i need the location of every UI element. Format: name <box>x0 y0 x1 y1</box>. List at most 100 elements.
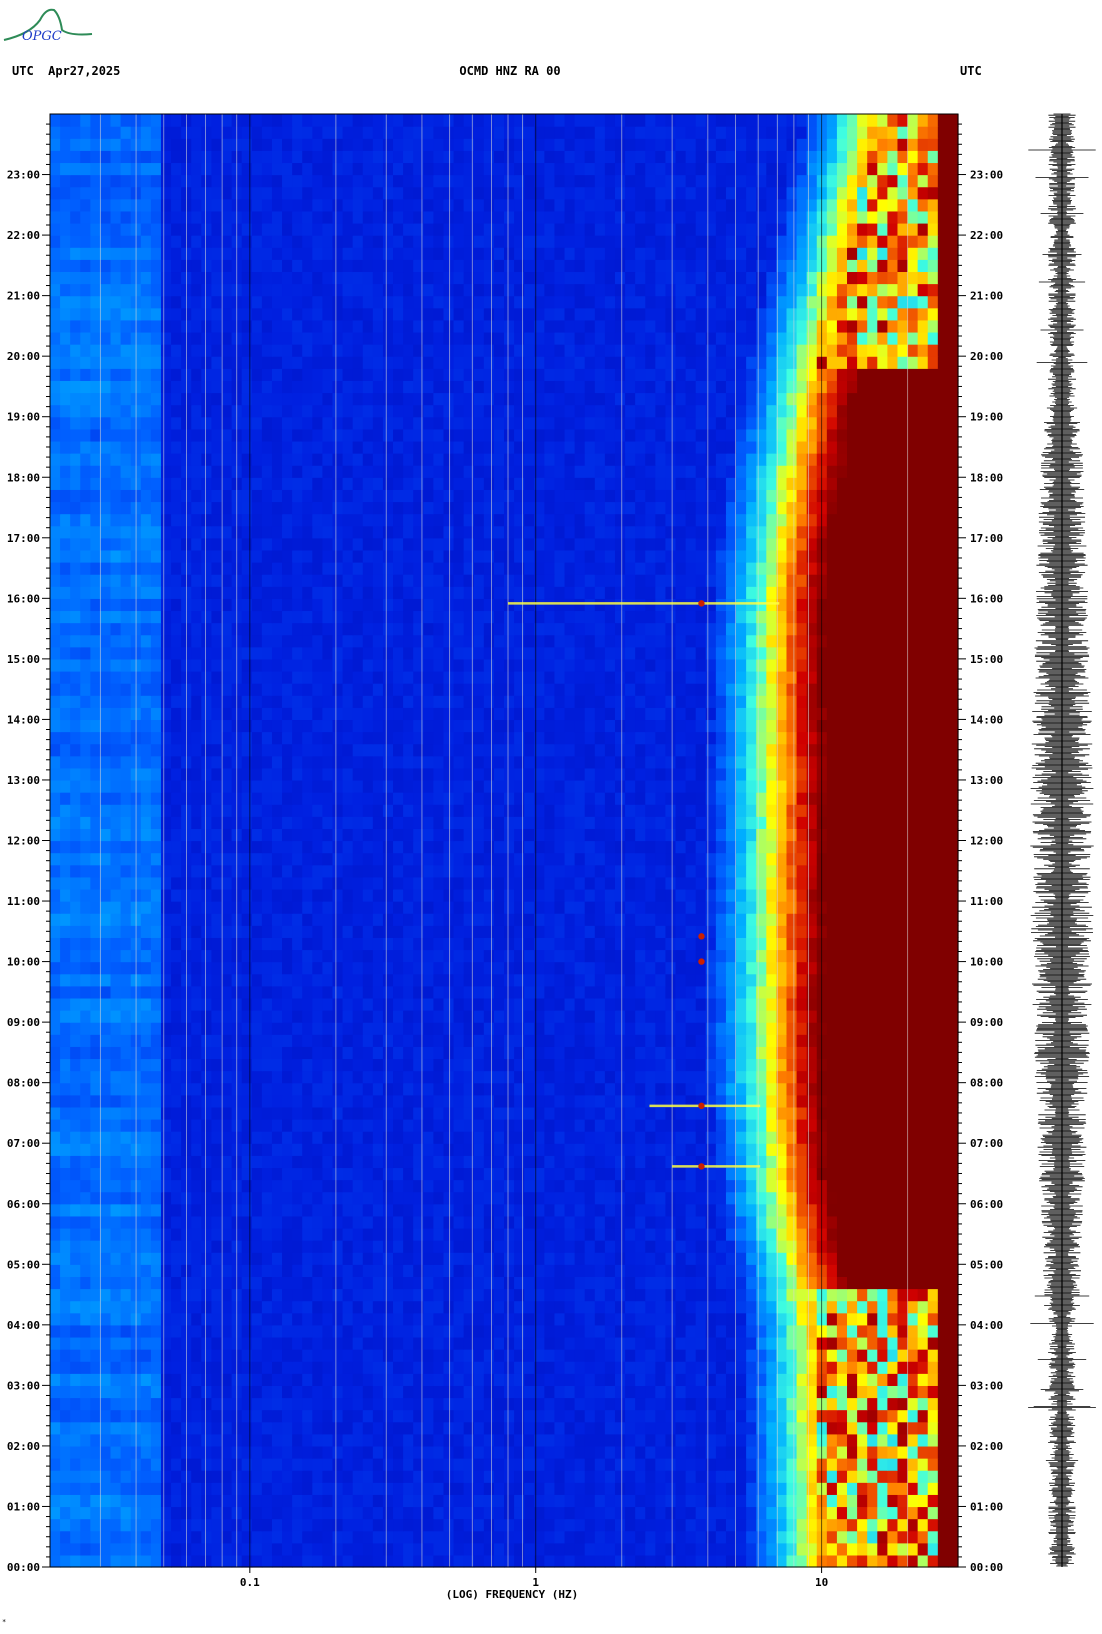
heatmap-cell <box>60 1010 71 1023</box>
heatmap-cell <box>584 1409 596 1423</box>
heatmap-cell <box>413 1433 424 1447</box>
heatmap-cell <box>594 1070 606 1084</box>
heatmap-cell <box>776 1518 788 1532</box>
heatmap-cell <box>847 1385 858 1399</box>
heatmap-cell <box>332 888 344 902</box>
heatmap-cell <box>312 1421 323 1435</box>
heatmap-cell <box>736 1264 747 1277</box>
heatmap-cell <box>50 1530 61 1544</box>
heatmap-cell <box>917 1482 929 1495</box>
heatmap-cell <box>564 1385 576 1399</box>
heatmap-cell <box>70 1518 81 1532</box>
heatmap-cell <box>90 1482 102 1495</box>
heatmap-cell <box>191 1312 202 1326</box>
heatmap-cell <box>826 1191 838 1205</box>
heatmap-cell <box>282 961 293 975</box>
heatmap-cell <box>282 1336 293 1350</box>
heatmap-cell <box>463 1433 475 1447</box>
heatmap-cell <box>635 1518 646 1532</box>
heatmap-cell <box>413 1288 424 1302</box>
heatmap-cell <box>816 1361 828 1374</box>
heatmap-cell <box>80 949 91 963</box>
heatmap-cell <box>594 1252 606 1265</box>
heatmap-cell <box>534 1058 545 1072</box>
heatmap-cell <box>937 1433 949 1447</box>
heatmap-cell <box>90 1506 102 1520</box>
heatmap-cell <box>867 1118 878 1132</box>
heatmap-cell <box>917 1445 929 1459</box>
heatmap-cell <box>251 913 263 926</box>
heatmap-cell <box>251 925 263 938</box>
heatmap-cell <box>473 1131 485 1144</box>
heatmap-cell <box>221 1300 233 1314</box>
heatmap-cell <box>907 1022 919 1035</box>
heatmap-cell <box>655 1482 667 1495</box>
heatmap-cell <box>332 1312 344 1326</box>
heatmap-cell <box>806 1312 818 1326</box>
heatmap-cell <box>554 1433 566 1447</box>
heatmap-cell <box>302 913 313 926</box>
heatmap-cell <box>887 1227 899 1241</box>
heatmap-cell <box>685 1276 697 1290</box>
heatmap-cell <box>836 1336 848 1350</box>
heatmap-cell <box>120 1494 132 1508</box>
heatmap-cell <box>282 1482 293 1495</box>
heatmap-cell <box>261 997 273 1011</box>
heatmap-cell <box>302 1118 313 1132</box>
heatmap-cell <box>453 1288 465 1302</box>
heatmap-cell <box>160 1542 172 1556</box>
heatmap-cell <box>564 1143 576 1156</box>
heatmap-cell <box>705 1155 717 1169</box>
heatmap-cell <box>160 1421 172 1435</box>
heatmap-cell <box>947 1203 959 1217</box>
heatmap-cell <box>625 1494 636 1508</box>
heatmap-cell <box>221 1409 233 1423</box>
heatmap-cell <box>756 1373 767 1386</box>
heatmap-cell <box>80 973 91 987</box>
heatmap-cell <box>110 1070 122 1084</box>
heatmap-cell <box>604 1409 616 1423</box>
heatmap-cell <box>271 1203 283 1217</box>
heatmap-cell <box>806 985 818 999</box>
heatmap-cell <box>665 973 677 987</box>
heatmap-cell <box>766 1530 777 1544</box>
heatmap-cell <box>806 1373 818 1386</box>
heatmap-cell <box>534 1034 545 1047</box>
heatmap-cell <box>393 1118 404 1132</box>
heatmap-cell <box>302 1373 313 1386</box>
heatmap-cell <box>746 1167 757 1181</box>
heatmap-cell <box>756 1155 767 1169</box>
heatmap-cell <box>766 1203 777 1217</box>
heatmap-cell <box>463 1542 475 1556</box>
heatmap-cell <box>847 925 858 938</box>
heatmap-cell <box>675 1082 687 1096</box>
heatmap-cell <box>443 1554 455 1568</box>
heatmap-cell <box>483 1554 495 1568</box>
heatmap-cell <box>393 997 404 1011</box>
heatmap-cell <box>90 1191 102 1205</box>
heatmap-cell <box>191 1530 202 1544</box>
heatmap-cell <box>604 1276 616 1290</box>
heatmap-cell <box>443 985 455 999</box>
heatmap-cell <box>322 973 334 987</box>
heatmap-cell <box>514 1215 525 1229</box>
heatmap-cell <box>372 985 384 999</box>
heatmap-cell <box>534 1252 545 1265</box>
heatmap-cell <box>150 1324 162 1338</box>
heatmap-cell <box>493 1288 505 1302</box>
heatmap-cell <box>282 949 293 963</box>
heatmap-cell <box>423 1058 434 1072</box>
heatmap-cell <box>695 1470 707 1483</box>
heatmap-cell <box>736 1445 747 1459</box>
heatmap-cell <box>292 1118 303 1132</box>
heatmap-cell <box>776 1324 788 1338</box>
heatmap-cell <box>947 1191 959 1205</box>
heatmap-cell <box>403 1070 414 1084</box>
heatmap-cell <box>816 1167 828 1181</box>
heatmap-cell <box>554 913 566 926</box>
heatmap-cell <box>877 949 888 963</box>
heatmap-cell <box>836 1300 848 1314</box>
heatmap-cell <box>796 1470 808 1483</box>
heatmap-cell <box>635 1554 646 1568</box>
heatmap-cell <box>937 1530 949 1544</box>
